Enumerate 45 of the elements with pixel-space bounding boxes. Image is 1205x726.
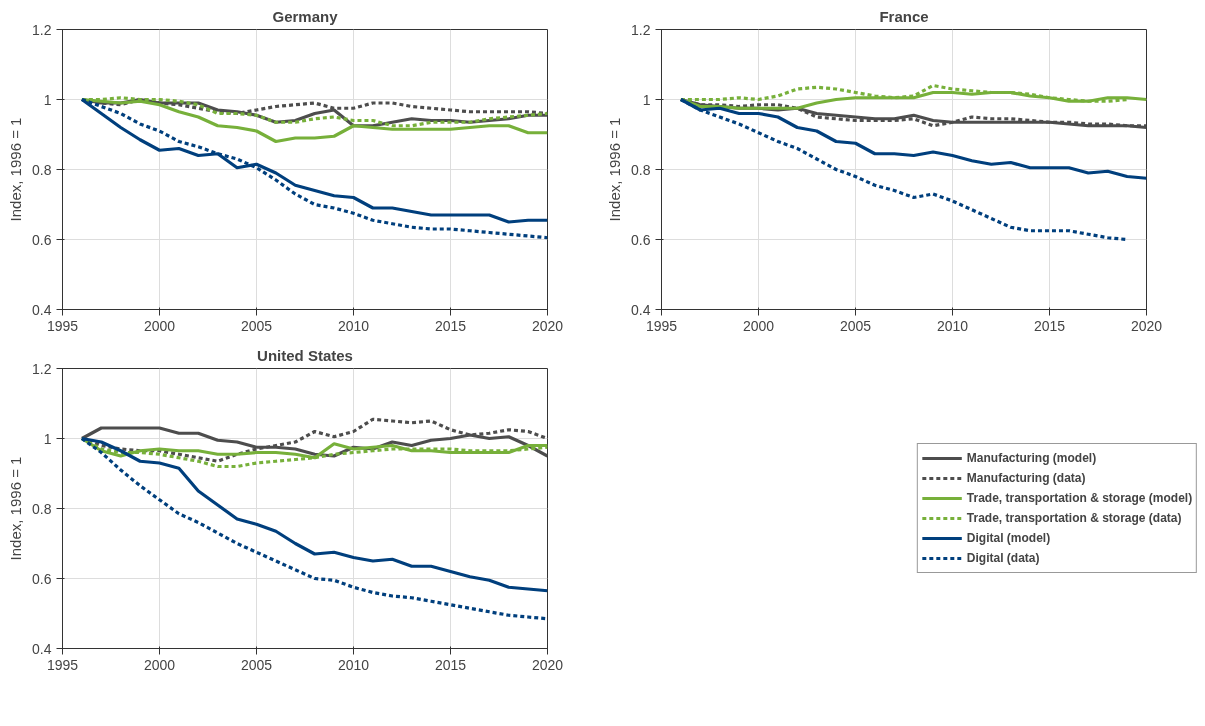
x-tick-label: 2010: [936, 317, 969, 334]
legend-label: Digital (data): [966, 550, 1040, 566]
chart-title: United States: [257, 346, 353, 364]
x-tick-label: 2020: [1130, 317, 1163, 334]
y-axis-title: Index, 1996 = 1: [7, 456, 25, 561]
x-tick-label: 2005: [839, 317, 872, 334]
x-tick-label: 2015: [434, 317, 467, 334]
x-tick-label: 2010: [337, 317, 370, 334]
x-tick-label: 2005: [240, 656, 273, 673]
chart-title: Germany: [272, 7, 339, 25]
legend-label: Trade, transportation & storage (data): [966, 510, 1182, 526]
y-tick-label: 1: [43, 91, 52, 108]
x-tick-label: 2010: [337, 656, 370, 673]
y-axis-title: Index, 1996 = 1: [7, 117, 25, 222]
x-tick-label: 2000: [742, 317, 775, 334]
y-tick-label: 0.6: [32, 570, 52, 587]
x-tick-label: 2015: [1033, 317, 1066, 334]
y-tick-label: 0.4: [32, 301, 52, 318]
y-tick-label: 0.8: [631, 161, 651, 178]
x-tick-label: 2020: [531, 317, 564, 334]
y-tick-label: 0.4: [32, 640, 52, 657]
legend-label: Trade, transportation & storage (model): [966, 490, 1193, 506]
legend-label: Manufacturing (model): [966, 450, 1097, 466]
legend-label: Digital (model): [966, 530, 1051, 546]
y-tick-label: 0.6: [631, 231, 651, 248]
y-tick-label: 1.2: [32, 21, 52, 38]
x-tick-label: 1995: [46, 656, 79, 673]
x-tick-label: 2000: [143, 656, 176, 673]
y-tick-label: 1.2: [631, 21, 651, 38]
x-tick-label: 1995: [645, 317, 678, 334]
y-tick-label: 1: [642, 91, 651, 108]
y-tick-label: 0.6: [32, 231, 52, 248]
y-axis-title: Index, 1996 = 1: [606, 117, 624, 222]
x-tick-label: 2000: [143, 317, 176, 334]
chart-title: France: [879, 7, 929, 25]
x-tick-label: 2015: [434, 656, 467, 673]
y-tick-label: 1.2: [32, 360, 52, 377]
x-tick-label: 2005: [240, 317, 273, 334]
legend-label: Manufacturing (data): [966, 470, 1086, 486]
y-tick-label: 0.4: [631, 301, 651, 318]
x-tick-label: 1995: [46, 317, 79, 334]
y-tick-label: 0.8: [32, 161, 52, 178]
y-tick-label: 1: [43, 430, 52, 447]
y-tick-label: 0.8: [32, 500, 52, 517]
x-tick-label: 2020: [531, 656, 564, 673]
